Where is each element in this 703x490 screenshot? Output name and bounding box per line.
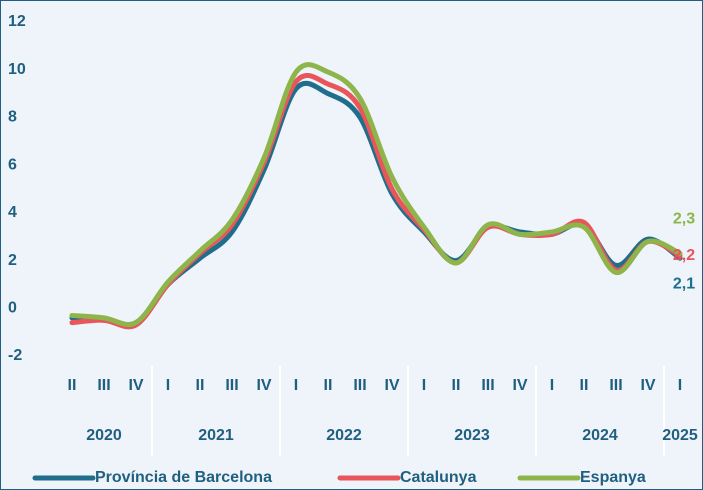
y-tick-label: 2 [8, 252, 17, 269]
x-tick-label: III [97, 377, 110, 394]
year-label: 2023 [454, 427, 490, 444]
data-label: 2,2 [673, 247, 695, 264]
x-tick-label: I [678, 377, 682, 394]
legend-label: Espanya [580, 469, 646, 486]
y-tick-label: 4 [8, 204, 17, 221]
x-tick-label: III [353, 377, 366, 394]
year-label: 2020 [86, 427, 122, 444]
year-label: 2022 [326, 427, 362, 444]
x-tick-label: I [294, 377, 298, 394]
x-tick-label: IV [128, 377, 143, 394]
data-label: 2,3 [673, 211, 695, 228]
y-tick-label: 12 [8, 13, 26, 30]
data-label: 2,1 [673, 275, 695, 292]
x-tick-label: III [481, 377, 494, 394]
x-tick-label: I [166, 377, 170, 394]
x-tick-label: II [196, 377, 205, 394]
x-tick-label: II [324, 377, 333, 394]
x-tick-label: III [225, 377, 238, 394]
x-tick-label: I [550, 377, 554, 394]
y-tick-label: 10 [8, 61, 26, 78]
year-label: 2025 [662, 427, 698, 444]
x-tick-label: IV [256, 377, 271, 394]
y-tick-label: 0 [8, 300, 17, 317]
y-tick-label: 6 [8, 156, 17, 173]
x-tick-label: IV [512, 377, 527, 394]
x-tick-label: III [609, 377, 622, 394]
x-tick-label: II [452, 377, 461, 394]
x-tick-label: II [68, 377, 77, 394]
year-label: 2021 [198, 427, 234, 444]
x-tick-label: I [422, 377, 426, 394]
y-tick-label: 8 [8, 109, 17, 126]
year-label: 2024 [582, 427, 618, 444]
x-tick-label: IV [384, 377, 399, 394]
x-tick-label: II [580, 377, 589, 394]
x-tick-label: IV [640, 377, 655, 394]
legend-label: Província de Barcelona [95, 469, 272, 486]
legend-label: Catalunya [400, 469, 477, 486]
y-tick-label: -2 [8, 347, 22, 364]
series-line [69, 62, 683, 328]
